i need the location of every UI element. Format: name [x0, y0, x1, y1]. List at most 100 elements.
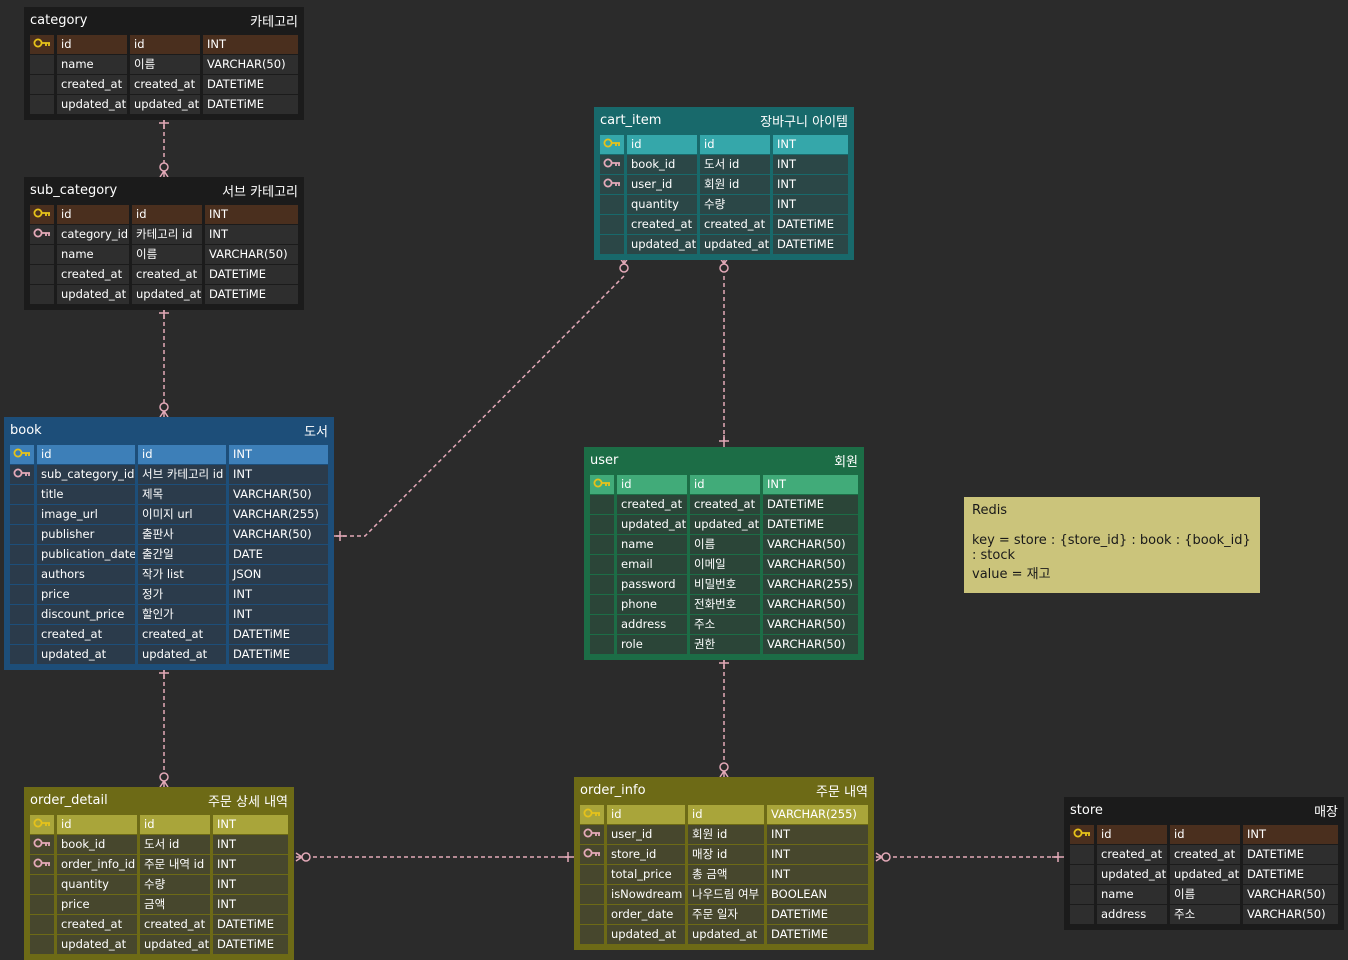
table-row[interactable]: price 금액 INT: [30, 895, 288, 914]
column-type: INT: [213, 895, 288, 914]
column-comment: 이름: [132, 245, 202, 264]
column-type: VARCHAR(50): [763, 615, 858, 634]
table-row[interactable]: publisher 출판사 VARCHAR(50): [10, 525, 328, 544]
table-row[interactable]: updated_at updated_at DATETiME: [10, 645, 328, 664]
table-row[interactable]: id id INT: [600, 135, 848, 154]
redis-note[interactable]: Redis key = store : {store_id} : book : …: [964, 497, 1260, 593]
table-row[interactable]: quantity 수량 INT: [30, 875, 288, 894]
table-row[interactable]: total_price 총 금액 INT: [580, 865, 868, 884]
column-comment: 주문 일자: [688, 905, 764, 924]
table-order-detail[interactable]: order_detail 주문 상세 내역 id id INT book_id 도서 id I…: [24, 787, 294, 960]
table-row[interactable]: category_id 카테고리 id INT: [30, 225, 298, 244]
table-row[interactable]: name 이름 VARCHAR(50): [1070, 885, 1338, 904]
table-row[interactable]: updated_at updated_at DATETiME: [30, 935, 288, 954]
column-type: VARCHAR(50): [229, 525, 328, 544]
table-row[interactable]: store_id 매장 id INT: [580, 845, 868, 864]
table-row[interactable]: id id INT: [30, 815, 288, 834]
table-order-info[interactable]: order_info 주문 내역 id id VARCHAR(255) user_id 회원…: [574, 777, 874, 950]
table-row[interactable]: phone 전화번호 VARCHAR(50): [590, 595, 858, 614]
column-comment: 서브 카테고리 id: [138, 465, 226, 484]
table-row[interactable]: book_id 도서 id INT: [600, 155, 848, 174]
table-row[interactable]: updated_at updated_at DATETiME: [600, 235, 848, 254]
table-row[interactable]: email 이메일 VARCHAR(50): [590, 555, 858, 574]
table-row[interactable]: created_at created_at DATETiME: [30, 75, 298, 94]
column-type: INT: [773, 175, 848, 194]
table-row[interactable]: image_url 이미지 url VARCHAR(255): [10, 505, 328, 524]
column-name: updated_at: [57, 95, 127, 114]
table-row[interactable]: id id INT: [10, 445, 328, 464]
column-name: phone: [617, 595, 687, 614]
table-row[interactable]: role 권한 VARCHAR(50): [590, 635, 858, 654]
table-row[interactable]: order_date 주문 일자 DATETiME: [580, 905, 868, 924]
column-name: name: [57, 55, 127, 74]
column-name: book_id: [627, 155, 697, 174]
table-row[interactable]: discount_price 할인가 INT: [10, 605, 328, 624]
column-comment: 주소: [690, 615, 760, 634]
table-row[interactable]: updated_at updated_at DATETiME: [30, 95, 298, 114]
table-row[interactable]: created_at created_at DATETiME: [10, 625, 328, 644]
table-row[interactable]: address 주소 VARCHAR(50): [1070, 905, 1338, 924]
column-name: order_info_id: [57, 855, 137, 874]
table-row[interactable]: user_id 회원 id INT: [600, 175, 848, 194]
zero-marker: [619, 263, 629, 273]
table-row[interactable]: user_id 회원 id INT: [580, 825, 868, 844]
table-cart-item[interactable]: cart_item 장바구니 아이템 id id INT book_id 도서 id INT u…: [594, 107, 854, 260]
column-type: DATETiME: [1243, 845, 1338, 864]
column-name: password: [617, 575, 687, 594]
column-comment: 비밀번호: [690, 575, 760, 594]
table-row[interactable]: quantity 수량 INT: [600, 195, 848, 214]
column-type: VARCHAR(50): [1243, 905, 1338, 924]
column-name: id: [57, 205, 129, 224]
table-row[interactable]: publication_date 출간일 DATE: [10, 545, 328, 564]
table-row[interactable]: price 정가 INT: [10, 585, 328, 604]
table-row[interactable]: authors 작가 list JSON: [10, 565, 328, 584]
table-store[interactable]: store 매장 id id INT created_at created_at DATETi…: [1064, 797, 1344, 930]
column-name: created_at: [57, 75, 127, 94]
zero-marker: [159, 162, 169, 172]
column-name: id: [37, 445, 135, 464]
table-book[interactable]: book 도서 id id INT sub_category_id 서브 카테고리 id IN…: [4, 417, 334, 670]
table-row[interactable]: created_at created_at DATETiME: [600, 215, 848, 234]
table-row[interactable]: created_at created_at DATETiME: [30, 915, 288, 934]
table-category[interactable]: category 카테고리 id id INT name 이름 VARCHAR(50) crea…: [24, 7, 304, 120]
column-type: DATETiME: [229, 625, 328, 644]
table-row[interactable]: created_at created_at DATETiME: [590, 495, 858, 514]
column-name: created_at: [37, 625, 135, 644]
table-row[interactable]: address 주소 VARCHAR(50): [590, 615, 858, 634]
table-row[interactable]: password 비밀번호 VARCHAR(255): [590, 575, 858, 594]
table-row[interactable]: name 이름 VARCHAR(50): [590, 535, 858, 554]
table-row[interactable]: order_info_id 주문 내역 id INT: [30, 855, 288, 874]
table-row[interactable]: id id VARCHAR(255): [580, 805, 868, 824]
table-row[interactable]: id id INT: [1070, 825, 1338, 844]
column-type: DATETiME: [229, 645, 328, 664]
column-name: quantity: [627, 195, 697, 214]
table-row[interactable]: sub_category_id 서브 카테고리 id INT: [10, 465, 328, 484]
table-row[interactable]: updated_at updated_at DATETiME: [580, 925, 868, 944]
table-sub-category[interactable]: sub_category 서브 카테고리 id id INT category_id 카테고…: [24, 177, 304, 310]
column-type: INT: [205, 205, 298, 224]
one-marker: [719, 435, 729, 447]
table-row[interactable]: isNowdream 나우드림 여부 BOOLEAN: [580, 885, 868, 904]
table-row[interactable]: id id INT: [30, 205, 298, 224]
primary-key-icon: [33, 205, 51, 224]
table-row[interactable]: id id INT: [30, 35, 298, 54]
column-name: title: [37, 485, 135, 504]
table-row[interactable]: book_id 도서 id INT: [30, 835, 288, 854]
table-row[interactable]: id id INT: [590, 475, 858, 494]
column-name: discount_price: [37, 605, 135, 624]
column-type: VARCHAR(255): [767, 805, 868, 824]
table-row[interactable]: title 제목 VARCHAR(50): [10, 485, 328, 504]
table-row[interactable]: updated_at updated_at DATETiME: [1070, 865, 1338, 884]
table-label: 서브 카테고리: [222, 184, 298, 200]
column-comment: 정가: [138, 585, 226, 604]
table-row[interactable]: updated_at updated_at DATETiME: [590, 515, 858, 534]
table-user[interactable]: user 회원 id id INT created_at created_at DATETiM…: [584, 447, 864, 660]
table-row[interactable]: created_at created_at DATETiME: [30, 265, 298, 284]
table-row[interactable]: name 이름 VARCHAR(50): [30, 245, 298, 264]
column-name: address: [617, 615, 687, 634]
table-row[interactable]: created_at created_at DATETiME: [1070, 845, 1338, 864]
table-row[interactable]: updated_at updated_at DATETiME: [30, 285, 298, 304]
column-type: INT: [213, 815, 288, 834]
table-row[interactable]: name 이름 VARCHAR(50): [30, 55, 298, 74]
foreign-key-icon: [33, 835, 51, 854]
